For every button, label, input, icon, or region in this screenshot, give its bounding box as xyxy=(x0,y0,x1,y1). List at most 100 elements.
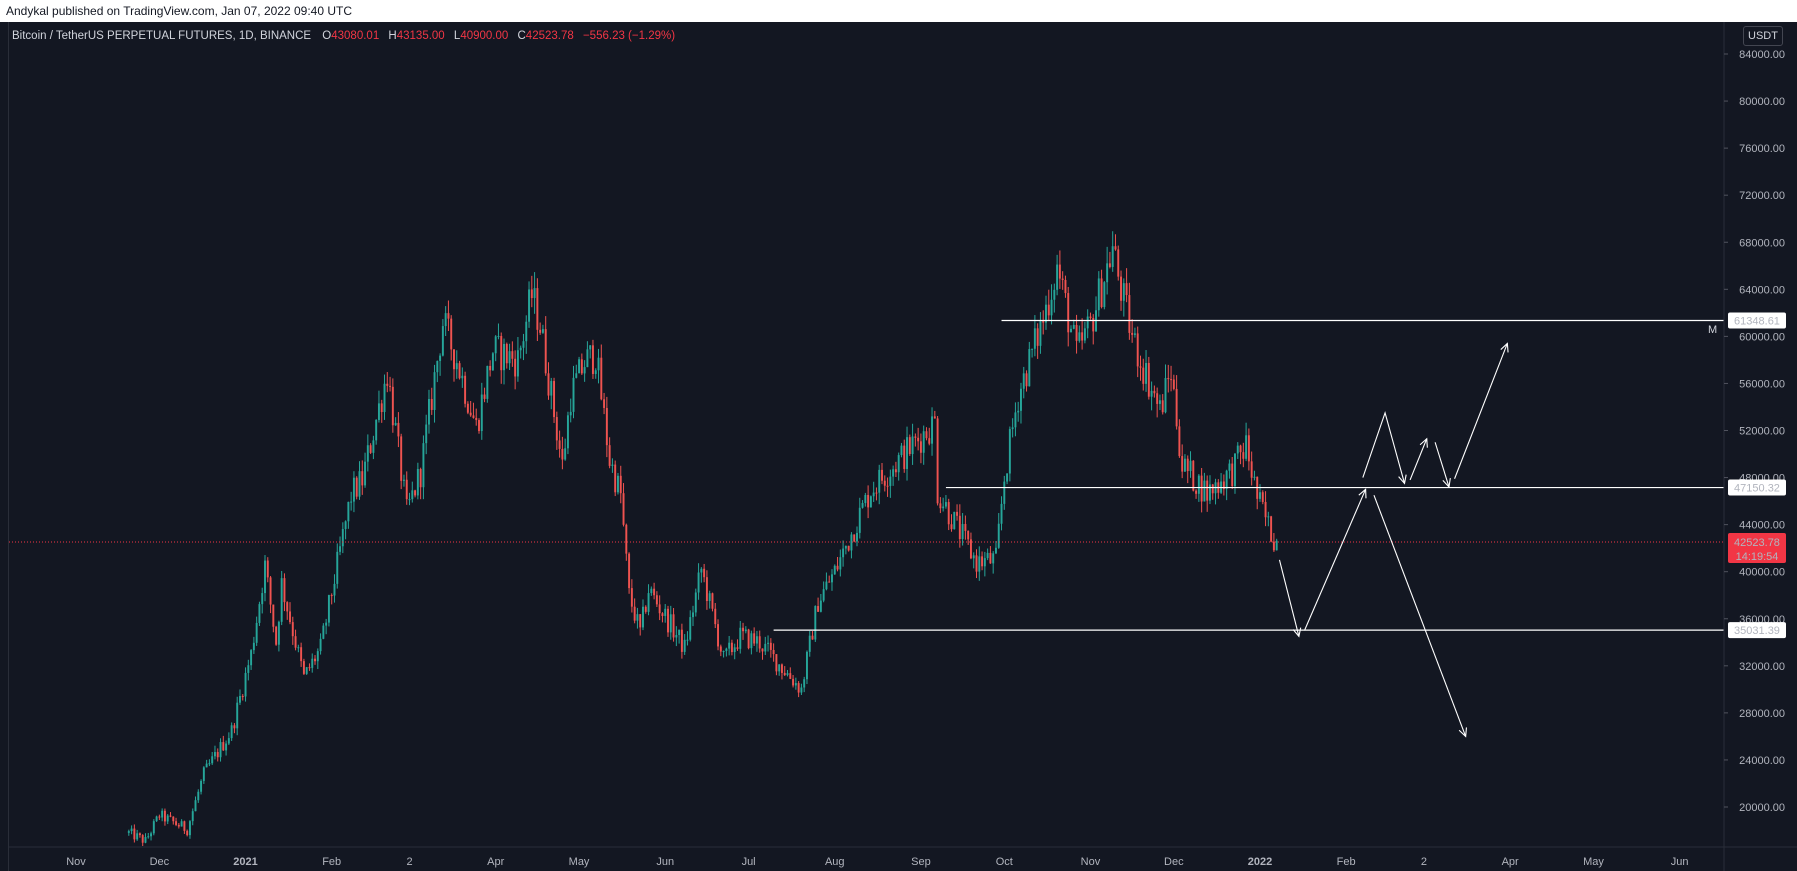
candle xyxy=(1153,385,1156,398)
candle xyxy=(811,631,814,640)
candle xyxy=(525,315,528,354)
candle xyxy=(619,465,622,504)
candle xyxy=(847,545,850,552)
candle xyxy=(933,410,936,419)
projection-arrow xyxy=(1409,437,1428,481)
candle xyxy=(919,433,922,464)
candle xyxy=(436,360,439,383)
candle xyxy=(825,572,828,591)
candle xyxy=(188,820,191,839)
candle xyxy=(1228,459,1231,479)
open-value: 43080.01 xyxy=(331,30,380,42)
candle xyxy=(575,364,578,379)
candle xyxy=(166,814,169,825)
symbol-title: Bitcoin / TetherUS PERPETUAL FUTURES, 1D… xyxy=(12,30,312,42)
candle xyxy=(450,315,453,361)
candle xyxy=(778,664,781,676)
candle xyxy=(1217,479,1220,499)
arrow-head xyxy=(1442,477,1451,489)
candle xyxy=(1250,451,1253,486)
candle xyxy=(725,647,728,657)
candle xyxy=(327,594,330,627)
candle xyxy=(428,389,430,434)
projection-arrows xyxy=(1278,342,1509,738)
candle xyxy=(839,549,842,577)
candle xyxy=(361,460,364,495)
level-price-box xyxy=(1728,622,1786,639)
candle xyxy=(211,751,214,765)
candle xyxy=(1161,394,1164,415)
candle xyxy=(341,522,344,554)
time-tick-label: Aug xyxy=(825,856,845,868)
price-tick-label: 56000.00 xyxy=(1739,378,1785,390)
candle xyxy=(608,437,611,469)
currency-unit-button[interactable]: USDT xyxy=(1743,26,1783,46)
candle xyxy=(383,374,386,420)
candle xyxy=(1025,370,1028,392)
candle xyxy=(389,376,392,392)
candle xyxy=(419,467,422,500)
candle xyxy=(555,411,558,450)
candle xyxy=(369,443,372,454)
candle xyxy=(497,323,500,340)
month-marker-label: M xyxy=(1708,324,1718,336)
candle xyxy=(944,495,947,509)
candle xyxy=(931,407,934,456)
candle xyxy=(1070,325,1072,333)
candle xyxy=(344,520,347,540)
candle xyxy=(241,694,244,701)
candle xyxy=(1175,375,1178,430)
price-axis: 84000.00 80000.00 76000.00 72000.00 68000.00… xyxy=(1723,22,1786,871)
candle xyxy=(605,396,608,458)
candle xyxy=(628,552,631,594)
candle xyxy=(486,365,489,403)
candle xyxy=(1192,460,1195,492)
price-tick-label: 44000.00 xyxy=(1739,520,1785,532)
candle xyxy=(530,275,533,308)
candle xyxy=(172,816,175,825)
candle xyxy=(191,808,194,826)
price-tick-label: 68000.00 xyxy=(1739,237,1785,249)
candle xyxy=(975,549,978,579)
candle xyxy=(316,648,319,670)
candle xyxy=(205,759,208,768)
candle xyxy=(1164,364,1167,414)
candle xyxy=(972,552,975,569)
candle xyxy=(430,387,433,415)
candle xyxy=(472,402,475,419)
candle xyxy=(978,546,981,581)
candle xyxy=(225,740,228,756)
candle xyxy=(1236,442,1239,459)
candle xyxy=(186,829,189,837)
candle xyxy=(405,471,408,505)
level-price-label: 61348.61 xyxy=(1734,316,1780,328)
candle xyxy=(347,501,350,529)
candle xyxy=(222,735,225,751)
high-value: 43135.00 xyxy=(396,30,445,42)
candle xyxy=(1247,428,1250,471)
candle xyxy=(833,564,836,575)
candle xyxy=(769,638,772,658)
time-tick-label: Dec xyxy=(1164,856,1184,868)
candle xyxy=(366,434,369,472)
candle xyxy=(925,427,928,441)
projection-arrow xyxy=(1373,495,1467,738)
candle xyxy=(294,629,297,651)
candle xyxy=(355,476,358,500)
candle xyxy=(1022,366,1025,399)
candle xyxy=(722,650,725,658)
candle xyxy=(227,732,230,746)
candle xyxy=(397,412,400,448)
candle xyxy=(491,352,494,371)
candle xyxy=(1261,490,1264,505)
candle xyxy=(672,608,675,642)
candle xyxy=(708,590,711,609)
candle xyxy=(958,504,961,548)
candle xyxy=(1075,314,1078,354)
candle xyxy=(544,316,547,376)
candle xyxy=(894,461,897,478)
candle xyxy=(594,368,597,379)
candle xyxy=(1039,312,1042,354)
candle xyxy=(850,532,853,559)
